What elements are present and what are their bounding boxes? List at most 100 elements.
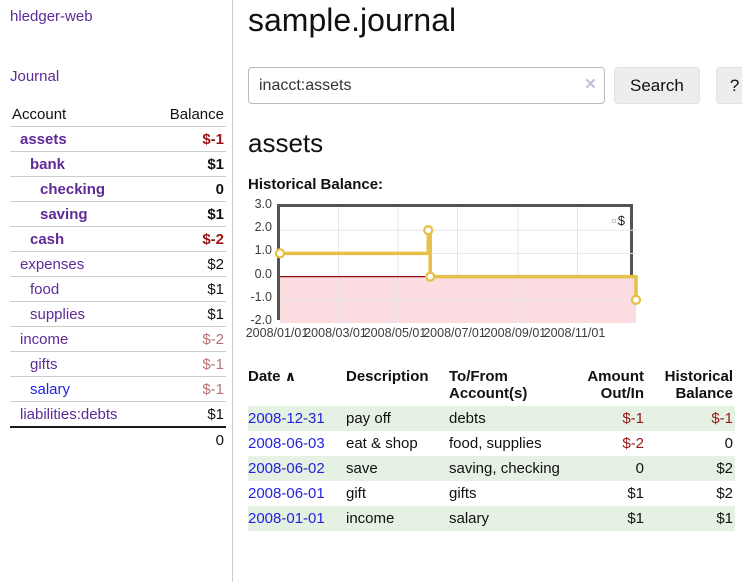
amount-column-header: Amount Out/In: [587, 368, 644, 402]
sidebar-nav-journal: Journal: [10, 68, 226, 86]
account-row-checking: checking 0: [10, 176, 226, 202]
account-balance: 0: [151, 176, 226, 202]
x-tick-label: 2008/03/01: [304, 326, 367, 340]
transaction-balance: $2: [716, 460, 733, 477]
account-row-salary: salary $-1: [10, 376, 226, 402]
account-row-gifts: gifts $-1: [10, 351, 226, 377]
transaction-balance: $1: [716, 510, 733, 527]
help-button[interactable]: ?: [715, 67, 742, 104]
account-link-bank[interactable]: bank: [30, 156, 66, 173]
page-title: sample.journal: [248, 2, 457, 38]
transaction-amount: $-1: [622, 410, 644, 427]
transaction-amount: $-2: [622, 435, 644, 452]
account-column-header: Account: [12, 106, 67, 123]
transaction-description: income: [346, 510, 395, 527]
accounts-total: 0: [151, 426, 226, 452]
account-link-gifts[interactable]: gifts: [30, 356, 58, 373]
transaction-date-link[interactable]: 2008-01-01: [248, 510, 325, 527]
balance-column-header: Balance: [169, 106, 224, 123]
transaction-amount: $1: [627, 485, 644, 502]
date-column-header[interactable]: Date ∧: [248, 368, 296, 385]
account-link-liabilities-debts[interactable]: liabilities:debts: [20, 406, 118, 423]
account-link-cash[interactable]: cash: [30, 231, 65, 248]
x-tick-label: 2008/01/01: [245, 326, 309, 340]
account-link-expenses[interactable]: expenses: [20, 256, 85, 273]
app-title: hledger-web: [10, 8, 226, 26]
transaction-accounts: food, supplies: [449, 435, 542, 452]
clear-search-icon[interactable]: ×: [584, 74, 596, 95]
accounts-total-row: 0: [10, 426, 226, 452]
account-row-bank: bank $1: [10, 151, 226, 177]
chart-heading: Historical Balance:: [248, 176, 384, 193]
transaction-amount: 0: [635, 460, 644, 477]
search-button[interactable]: Search: [614, 67, 700, 104]
transaction-date-link[interactable]: 2008-06-01: [248, 485, 325, 502]
transaction-row: 2008-06-03 eat & shop food, supplies $-2…: [248, 431, 735, 456]
account-balance: $1: [151, 276, 226, 302]
transaction-accounts: debts: [449, 410, 486, 427]
account-row-liabilities-debts: liabilities:debts $1: [10, 401, 226, 427]
account-link-income[interactable]: income: [20, 331, 69, 348]
account-row-expenses: expenses $2: [10, 251, 226, 277]
search-form: × Search ?: [248, 67, 742, 104]
account-row-income: income $-2: [10, 326, 226, 352]
transaction-accounts: salary: [449, 510, 490, 527]
account-row-cash: cash $-2: [10, 226, 226, 252]
account-row-food: food $1: [10, 276, 226, 302]
y-tick-label: 3.0: [254, 197, 272, 211]
transaction-date-link[interactable]: 2008-06-03: [248, 435, 325, 452]
x-tick-label: 2008/07/01: [423, 326, 486, 340]
chart-plot[interactable]: $: [274, 204, 642, 323]
legend-label: $: [617, 213, 625, 228]
transaction-description: gift: [346, 485, 367, 502]
account-row-assets: assets $-1: [10, 126, 226, 152]
chart-x-axis: 2008/01/01 2008/03/01 2008/05/01 2008/07/01…: [246, 326, 633, 342]
transaction-description: pay off: [346, 410, 391, 427]
account-link-salary[interactable]: salary: [30, 381, 71, 398]
account-balance: $-1: [151, 351, 226, 377]
transaction-accounts: saving, checking: [449, 460, 560, 477]
sort-ascending-icon: ∧: [284, 368, 296, 384]
transaction-accounts: gifts: [449, 485, 477, 502]
sidebar: hledger-web Journal Account Balance asse…: [0, 0, 233, 582]
account-balance: $1: [151, 151, 226, 177]
account-link-checking[interactable]: checking: [40, 181, 106, 198]
chart-legend: $: [609, 212, 627, 229]
account-link-saving[interactable]: saving: [40, 206, 88, 223]
x-tick-label: 2008/09/01: [483, 326, 547, 340]
app-title-link[interactable]: hledger-web: [10, 8, 93, 25]
accounts-column-header: To/From Account(s): [449, 368, 528, 402]
account-balance: $-1: [151, 126, 226, 152]
account-link-assets[interactable]: assets: [20, 131, 67, 148]
account-balance: $-1: [151, 376, 226, 402]
transactions-table: Date ∧ Description To/From Account(s) Am…: [248, 366, 735, 531]
transaction-date-link[interactable]: 2008-06-02: [248, 460, 325, 477]
transaction-row: 2008-06-02 save saving, checking 0 $2: [248, 456, 735, 481]
account-balance: $1: [151, 401, 226, 427]
transaction-description: eat & shop: [346, 435, 418, 452]
y-tick-label: 2.0: [254, 220, 272, 235]
account-balance: $2: [151, 251, 226, 277]
transaction-description: save: [346, 460, 378, 477]
account-balance: $-2: [151, 226, 226, 252]
search-input[interactable]: [248, 67, 605, 104]
account-link-food[interactable]: food: [30, 281, 60, 298]
balance-chart: 3.0 2.0 1.0 0.0 -1.0 -2.0 $ 2008/01/01 2008/03…: [246, 197, 742, 344]
account-balance: $-2: [151, 326, 226, 352]
transaction-row: 2008-01-01 income salary $1 $1: [248, 506, 735, 531]
account-link-supplies[interactable]: supplies: [30, 306, 86, 323]
transaction-amount: $1: [627, 510, 644, 527]
account-row-supplies: supplies $1: [10, 301, 226, 327]
account-balance: $1: [151, 301, 226, 327]
balance-column-header: Historical Balance: [664, 368, 733, 402]
transaction-balance: $2: [716, 485, 733, 502]
y-tick-label: 0.0: [254, 266, 272, 281]
y-tick-label: -2.0: [250, 313, 272, 327]
x-tick-label: 2008/05/01: [363, 326, 427, 340]
transaction-balance: 0: [724, 435, 733, 452]
journal-link[interactable]: Journal: [10, 68, 60, 85]
transaction-date-link[interactable]: 2008-12-31: [248, 410, 325, 427]
accounts-table-header: Account Balance: [10, 102, 226, 127]
x-tick-label: 2008/11/01: [543, 326, 606, 340]
